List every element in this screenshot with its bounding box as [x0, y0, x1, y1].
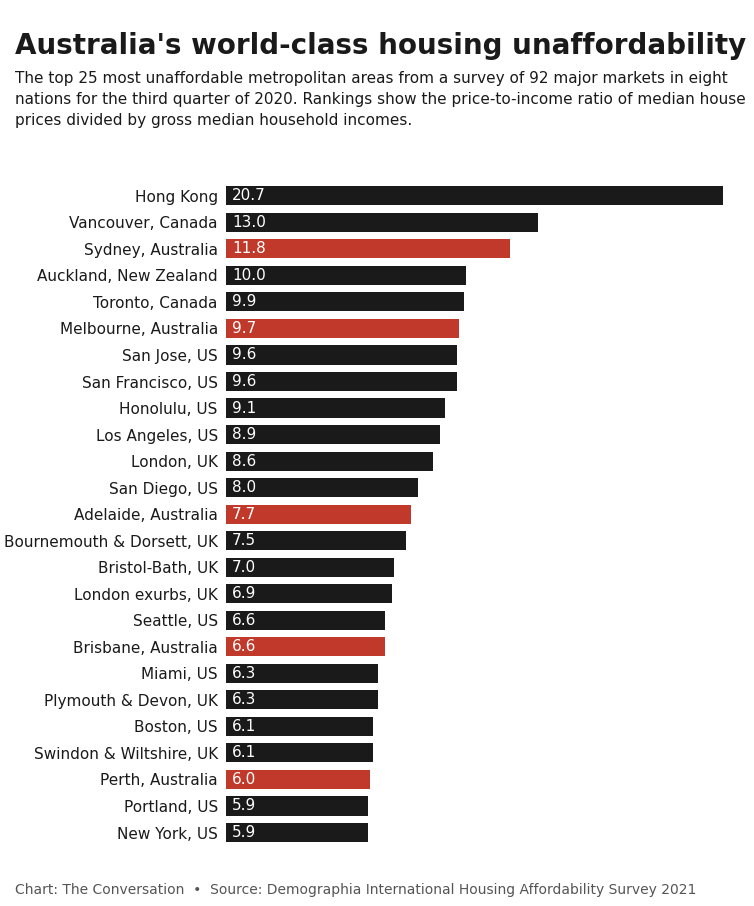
Text: 5.9: 5.9 — [232, 798, 256, 814]
Text: 8.0: 8.0 — [232, 480, 256, 495]
Bar — [226, 505, 411, 524]
Bar — [226, 770, 370, 789]
Bar — [226, 213, 538, 232]
Bar — [226, 345, 457, 364]
Text: 9.7: 9.7 — [232, 321, 256, 336]
Text: 11.8: 11.8 — [232, 241, 266, 256]
Text: 9.9: 9.9 — [232, 294, 256, 310]
Text: 6.9: 6.9 — [232, 586, 256, 602]
Text: 20.7: 20.7 — [232, 188, 266, 203]
Bar — [226, 478, 418, 497]
Bar — [226, 558, 394, 577]
Bar — [226, 239, 510, 258]
Bar — [226, 717, 372, 736]
Text: 6.6: 6.6 — [232, 612, 256, 628]
Text: 9.6: 9.6 — [232, 374, 256, 389]
Text: Australia's world-class housing unaffordability: Australia's world-class housing unafford… — [15, 32, 746, 60]
Text: Chart: The Conversation  •  Source: Demographia International Housing Affordabil: Chart: The Conversation • Source: Demogr… — [15, 883, 697, 897]
Text: The top 25 most unaffordable metropolitan areas from a survey of 92 major market: The top 25 most unaffordable metropolita… — [15, 71, 746, 128]
Text: 7.5: 7.5 — [232, 534, 256, 548]
Text: 10.0: 10.0 — [232, 268, 266, 283]
Text: 6.6: 6.6 — [232, 640, 256, 654]
Bar — [226, 664, 378, 683]
Bar — [226, 796, 368, 815]
Text: 6.0: 6.0 — [232, 772, 256, 787]
Bar — [226, 372, 457, 391]
Text: 6.1: 6.1 — [232, 746, 256, 760]
Text: 6.3: 6.3 — [232, 666, 256, 680]
Bar — [226, 187, 724, 206]
Text: 9.1: 9.1 — [232, 400, 256, 416]
Text: 13.0: 13.0 — [232, 215, 266, 230]
Bar — [226, 744, 372, 763]
Text: 9.6: 9.6 — [232, 348, 256, 362]
Text: 5.9: 5.9 — [232, 825, 256, 840]
Text: 7.7: 7.7 — [232, 506, 256, 522]
Text: 6.1: 6.1 — [232, 718, 256, 734]
Bar — [226, 293, 464, 312]
Text: 8.6: 8.6 — [232, 454, 256, 468]
Bar — [226, 265, 467, 284]
Bar — [226, 531, 406, 550]
Bar — [226, 584, 392, 603]
Text: 8.9: 8.9 — [232, 427, 256, 442]
Bar — [226, 319, 459, 338]
Bar — [226, 637, 385, 656]
Bar — [226, 451, 433, 470]
Bar — [226, 690, 378, 709]
Bar — [226, 425, 440, 444]
Bar — [226, 399, 445, 418]
Bar — [226, 611, 385, 630]
Text: 6.3: 6.3 — [232, 692, 256, 708]
Text: 7.0: 7.0 — [232, 560, 256, 574]
Bar — [226, 823, 368, 842]
